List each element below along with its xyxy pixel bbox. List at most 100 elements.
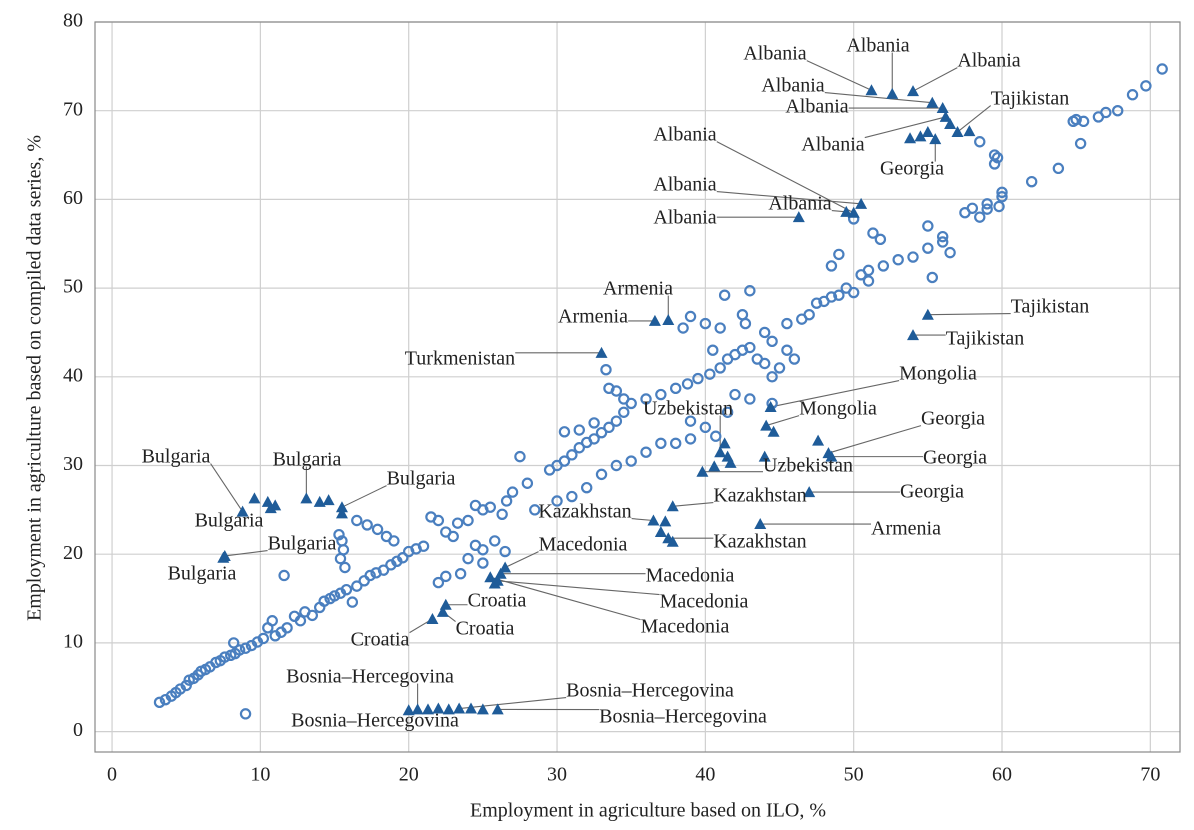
circle-point — [847, 286, 860, 299]
circle-point — [655, 437, 667, 450]
triangle-point — [865, 84, 878, 96]
circle-point — [281, 622, 293, 634]
point-label: Bosnia–Hercegovina — [566, 680, 734, 702]
triangle-point — [929, 133, 942, 145]
circle-point — [936, 230, 949, 243]
point-label: Macedonia — [539, 534, 628, 556]
x-axis-label: Employment in agriculture based on ILO, … — [470, 800, 826, 822]
x-tick-label: 20 — [399, 764, 419, 786]
circle-point — [677, 322, 689, 334]
circle-point — [781, 344, 793, 356]
circle-point — [447, 530, 459, 543]
point-label: Georgia — [923, 447, 987, 469]
circle-point — [991, 152, 1004, 164]
point-label: Georgia — [900, 481, 964, 503]
circle-point — [499, 545, 511, 558]
circle-point — [996, 186, 1008, 199]
circle-point — [862, 275, 875, 287]
circle-point — [810, 297, 823, 309]
circle-point — [744, 285, 756, 297]
circle-point — [388, 535, 400, 547]
triangle-point — [402, 704, 415, 716]
y-axis-label: Employment in agriculture based on compi… — [24, 135, 46, 621]
point-label: Mongolia — [799, 398, 877, 420]
grid — [94, 21, 1181, 753]
triangle-point — [767, 425, 780, 437]
triangle-point — [904, 132, 917, 144]
leader-line — [766, 415, 800, 427]
circle-point — [988, 149, 1001, 161]
triangle-point — [939, 110, 952, 122]
circle-point — [781, 317, 793, 330]
circle-point — [625, 455, 637, 467]
y-tick-label: 40 — [63, 364, 83, 386]
triangle-point — [758, 450, 771, 462]
point-label: Croatia — [468, 590, 527, 612]
circle-point — [558, 455, 571, 467]
triangle-point — [963, 125, 976, 137]
point-label: Mongolia — [899, 363, 977, 385]
point-label: Albania — [846, 35, 909, 57]
triangle-point — [654, 526, 667, 538]
circle-point — [477, 544, 489, 556]
circle-point — [684, 415, 697, 427]
triangle-point — [322, 494, 335, 506]
point-label: Bulgaria — [168, 563, 237, 585]
triangle-point — [840, 205, 853, 217]
point-label: Bosnia–Hercegovina — [291, 710, 459, 732]
circle-point — [766, 335, 778, 348]
circle-point — [618, 406, 630, 418]
circle-point — [239, 708, 252, 720]
point-label: Tajikistan — [946, 328, 1025, 350]
circle-point — [981, 203, 993, 215]
triangle-point — [666, 500, 679, 512]
circle-point — [580, 481, 593, 494]
circle-point — [573, 424, 585, 436]
circle-point — [993, 200, 1005, 213]
point-label: Albania — [761, 75, 824, 97]
circle-point — [484, 501, 496, 513]
triangle-point — [662, 314, 675, 326]
circle-point — [707, 344, 719, 356]
circle-point — [655, 388, 667, 401]
triangle-point — [499, 561, 512, 573]
triangle-point — [426, 612, 439, 624]
circle-point — [600, 364, 612, 376]
leader-line — [672, 502, 714, 507]
point-label: Bosnia–Hercegovina — [286, 666, 454, 688]
leader-line — [504, 551, 539, 569]
circle-point — [684, 310, 697, 323]
triangle-point — [847, 206, 860, 218]
triangle-point — [718, 437, 731, 449]
labels: Albania AlbaniaAlbaniaAlbaniaAlbaniaAlban… — [142, 35, 1090, 732]
circle-point — [462, 514, 474, 527]
circle-point — [610, 415, 623, 427]
circle-point — [1140, 80, 1152, 92]
circle-point — [892, 254, 904, 266]
triangle-point — [764, 400, 777, 412]
circle-point — [874, 233, 887, 246]
points — [153, 63, 1168, 720]
leader-line — [631, 518, 654, 522]
triangle-point — [411, 703, 424, 715]
point-label: Armenia — [558, 306, 628, 328]
point-label: Macedonia — [646, 565, 735, 587]
triangle-point — [914, 130, 927, 142]
point-label: Albania — [653, 207, 716, 229]
circle-point — [803, 309, 815, 321]
triangle-point — [696, 465, 709, 477]
triangle-point — [825, 450, 838, 462]
circle-point — [558, 426, 571, 438]
triangle-point — [855, 197, 868, 209]
circle-point — [944, 246, 956, 259]
triangle-point — [453, 702, 466, 714]
triangle-point — [218, 549, 231, 561]
circle-point — [825, 260, 838, 272]
point-label: Albania — [653, 124, 716, 146]
circle-point — [704, 368, 716, 380]
triangle-point — [300, 492, 313, 504]
circle-point — [257, 632, 270, 645]
circle-point — [489, 535, 501, 547]
